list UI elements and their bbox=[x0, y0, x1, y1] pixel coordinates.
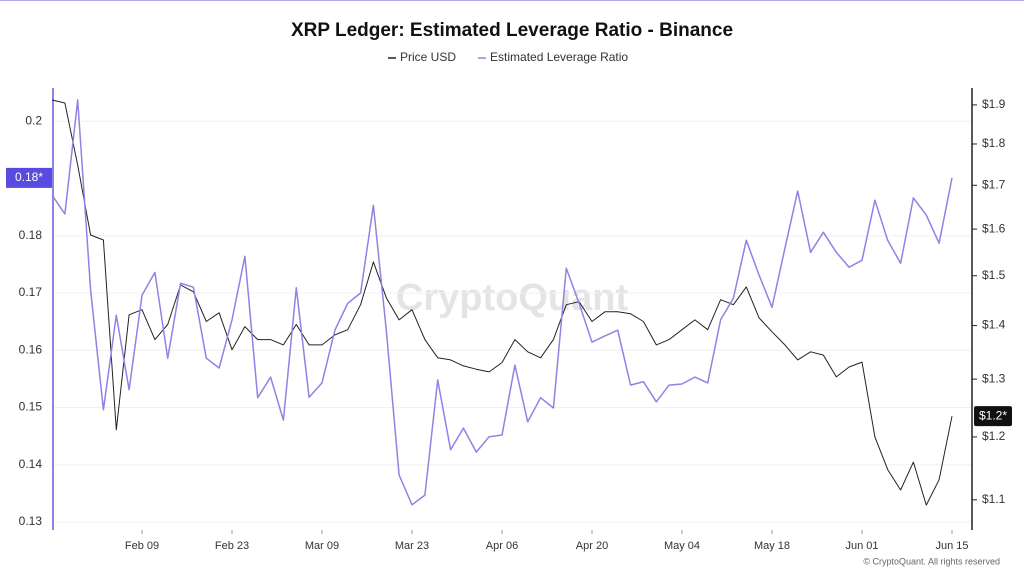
x-tick-label: Apr 06 bbox=[486, 540, 518, 552]
watermark: CryptoQuant bbox=[396, 277, 629, 319]
x-tick-label: Feb 23 bbox=[215, 540, 249, 552]
x-tick-label: Apr 20 bbox=[576, 540, 608, 552]
last-value-label: $1.2* bbox=[979, 408, 1007, 422]
legend-label: Price USD bbox=[400, 50, 456, 64]
y-tick-label: 0.16 bbox=[19, 342, 43, 356]
y2-tick-label: $1.7 bbox=[982, 177, 1006, 191]
series-line bbox=[51, 99, 953, 506]
chart-title: XRP Ledger: Estimated Leverage Ratio - B… bbox=[291, 20, 733, 41]
y-tick-label: 0.17 bbox=[19, 285, 43, 299]
y-tick-label: 0.13 bbox=[19, 514, 43, 528]
x-tick-label: Jun 15 bbox=[935, 540, 968, 552]
credit: © CryptoQuant. All rights reserved bbox=[863, 556, 1000, 566]
y2-tick-label: $1.6 bbox=[982, 221, 1006, 235]
y-tick-label: 0.2 bbox=[25, 113, 42, 127]
last-value-label: 0.18* bbox=[15, 170, 43, 184]
y2-tick-label: $1.9 bbox=[982, 97, 1006, 111]
x-tick-label: May 18 bbox=[754, 540, 790, 552]
legend-label: Estimated Leverage Ratio bbox=[490, 50, 628, 64]
x-tick-label: Jun 01 bbox=[845, 540, 878, 552]
x-tick-label: May 04 bbox=[664, 540, 700, 552]
last-value-box bbox=[974, 406, 1012, 427]
y-tick-label: 0.15 bbox=[19, 400, 43, 414]
last-value-box bbox=[6, 167, 52, 188]
y-tick-label: 0.14 bbox=[19, 457, 43, 471]
y2-tick-label: $1.3 bbox=[982, 371, 1006, 385]
series-line bbox=[51, 99, 953, 506]
y2-tick-label: $1.5 bbox=[982, 268, 1006, 282]
x-tick-label: Mar 23 bbox=[395, 540, 429, 552]
y2-tick-label: $1.8 bbox=[982, 136, 1006, 150]
y2-tick-label: $1.1 bbox=[982, 492, 1006, 506]
x-tick-label: Mar 09 bbox=[305, 540, 339, 552]
y-tick-label: 0.18 bbox=[19, 228, 43, 242]
y2-tick-label: $1.4 bbox=[982, 318, 1006, 332]
y2-tick-label: $1.2 bbox=[982, 429, 1006, 443]
x-tick-label: Feb 09 bbox=[125, 540, 159, 552]
